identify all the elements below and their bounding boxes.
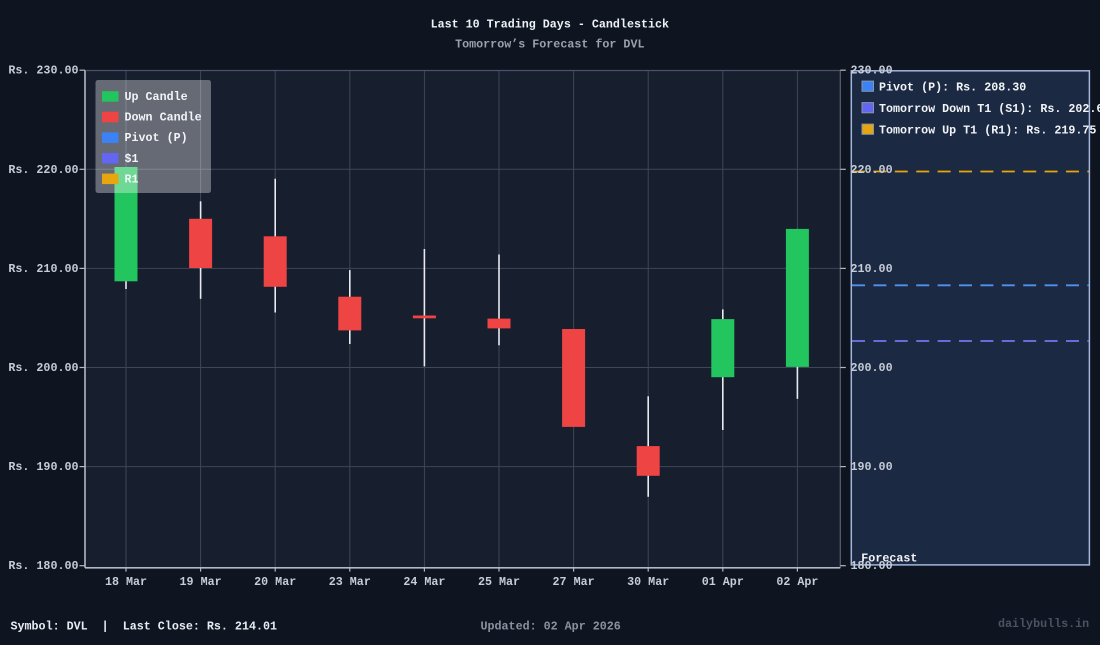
svg-text:Down Candle: Down Candle [125, 111, 202, 125]
svg-text:20 Mar: 20 Mar [254, 575, 296, 589]
svg-text:Rs. 200.00: Rs. 200.00 [8, 361, 78, 375]
svg-text:$1: $1 [125, 152, 139, 166]
svg-text:Updated: 02 Apr 2026: Updated: 02 Apr 2026 [481, 619, 621, 633]
svg-text:Tomorrow Up T1 (R1): Rs. 219.7: Tomorrow Up T1 (R1): Rs. 219.75 [879, 123, 1096, 137]
svg-text:Tomorrow Down T1 (S1): Rs. 202: Tomorrow Down T1 (S1): Rs. 202.65 [879, 102, 1100, 116]
svg-text:27 Mar: 27 Mar [553, 575, 595, 589]
svg-text:Rs. 230.00: Rs. 230.00 [8, 64, 78, 78]
svg-text:18 Mar: 18 Mar [105, 575, 147, 589]
svg-text:Last 10 Trading Days - Candles: Last 10 Trading Days - Candlestick [431, 18, 669, 32]
svg-text:230.00: 230.00 [851, 64, 893, 78]
svg-text:01 Apr: 01 Apr [702, 575, 744, 589]
svg-text:Pivot (P): Pivot (P) [125, 131, 188, 145]
svg-text:02 Apr: 02 Apr [776, 575, 818, 589]
svg-text:Rs. 210.00: Rs. 210.00 [8, 262, 78, 276]
svg-text:25 Mar: 25 Mar [478, 575, 520, 589]
svg-text:Forecast: Forecast [861, 552, 917, 566]
svg-text:Tomorrow’s Forecast for DVL: Tomorrow’s Forecast for DVL [455, 38, 644, 52]
svg-text:Rs. 220.00: Rs. 220.00 [8, 163, 78, 177]
svg-text:Rs. 190.00: Rs. 190.00 [8, 460, 78, 474]
svg-text:23 Mar: 23 Mar [329, 575, 371, 589]
svg-text:200.00: 200.00 [851, 361, 893, 375]
svg-text:220.00: 220.00 [851, 163, 893, 177]
svg-text:dailybulls.in: dailybulls.in [998, 617, 1089, 631]
svg-text:190.00: 190.00 [851, 460, 893, 474]
svg-text:210.00: 210.00 [851, 262, 893, 276]
svg-text:19 Mar: 19 Mar [180, 575, 222, 589]
svg-text:24 Mar: 24 Mar [403, 575, 445, 589]
svg-text:30 Mar: 30 Mar [627, 575, 669, 589]
svg-text:Symbol: DVL | Last Close: Rs: Symbol: DVL | Last Close: Rs. 214.01 [11, 619, 278, 633]
svg-text:180.00: 180.00 [851, 559, 893, 573]
svg-text:Pivot (P): Rs. 208.30: Pivot (P): Rs. 208.30 [879, 80, 1026, 94]
svg-text:R1: R1 [125, 172, 139, 186]
svg-text:Up Candle: Up Candle [125, 90, 188, 104]
svg-text:Rs. 180.00: Rs. 180.00 [8, 559, 78, 573]
